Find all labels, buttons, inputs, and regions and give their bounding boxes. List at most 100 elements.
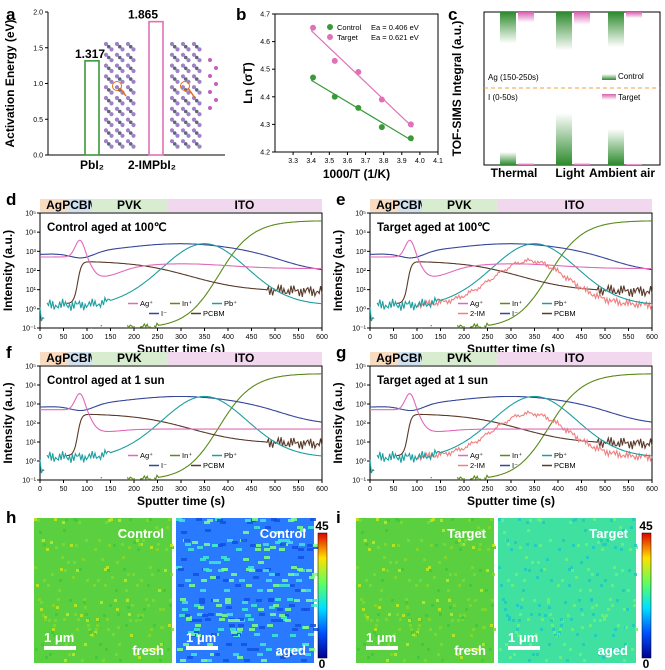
map-label: Target [447,526,486,541]
map-background [498,518,636,663]
map-pixel [132,573,135,576]
map-pixel [65,643,68,646]
map-pixel [207,519,213,522]
map-pixel [210,576,216,579]
map-pixel [258,561,264,564]
map-pixel [581,626,584,629]
map-pixel [486,569,489,572]
panel-label-g: g [336,343,346,362]
map-pixel [291,566,297,569]
map-pixel [237,656,243,659]
map-pixel [492,544,495,547]
map-pixel [202,614,208,617]
map-pixel [126,599,129,602]
x-tick-label: 500 [269,334,281,341]
map-pixel [395,518,398,521]
map-pixel [364,539,367,542]
map-pixel [55,546,58,549]
map-pixel [50,541,53,544]
map-pixel [117,613,120,616]
map-pixel [632,624,635,627]
series-line-in [90,220,322,329]
map-pixel [188,631,194,634]
map-pixel [493,628,496,631]
atom-i [197,47,202,52]
map-pixel [533,599,536,602]
map-pixel [200,558,206,561]
map-pixel [292,628,298,631]
map-pixel [610,519,613,522]
map-pixel [275,598,281,601]
map-pixel [464,539,467,542]
scale-bar-label: 1 μm [366,630,396,645]
atom-i [120,144,125,149]
map-pixel [571,628,574,631]
x-tick-label: 300 [175,334,187,341]
map-pixel [276,531,282,534]
atom-i [120,47,125,52]
map-pixel [396,613,399,616]
atom-i [109,47,114,52]
x-axis-label: Sputter time (s) [137,494,225,508]
data-point [378,96,385,103]
map-pixel [52,628,55,631]
map-pixel [471,566,474,569]
fit-line [310,30,414,128]
atom-i [186,144,191,149]
data-point [310,24,317,31]
map-pixel [502,598,505,601]
map-pixel [515,631,518,634]
atom-i [120,79,125,84]
map-pixel [236,631,242,634]
map-pixel [635,628,638,631]
map-pixel [507,579,510,582]
map-pixel [614,628,617,631]
map-pixel [490,624,493,627]
x-tick-label: 3.7 [361,158,371,165]
map-pixel [397,519,400,522]
atom-i [109,58,114,63]
y-tick-label: 10⁵ [355,364,366,371]
map-pixel [567,614,570,617]
map-pixel [373,573,376,576]
highlight-ring [180,81,190,91]
map-pixel [583,659,586,662]
y-tick-label: 4.3 [260,122,270,129]
map-pixel [633,599,636,602]
legend-label: Target [337,33,359,42]
map-pixel [461,616,464,619]
map-pixel [170,573,173,576]
map-pixel [470,648,473,651]
map-pixel [614,546,617,549]
atom-pb [117,66,122,71]
map-pixel [135,619,138,622]
legend-swatch [602,74,616,80]
atom-i [197,112,202,117]
map-pixel [262,529,268,532]
map-pixel [47,584,50,587]
map-pixel [281,616,287,619]
atom-i [131,144,136,149]
map-pixel [519,613,522,616]
map-pixel [62,543,65,546]
atom-pb [172,88,177,92]
molecule-atom [208,74,212,78]
map-pixel [450,613,453,616]
y-tick-label: 10⁰ [355,305,366,313]
map-pixel [70,544,73,547]
atom-i [175,79,180,84]
atom-i [114,74,120,79]
atom-pb [194,120,199,125]
panel-c: TOF-SIMS Integral (a.u.) Ag (150-250s) I (… [450,11,661,180]
map-pixel [189,633,195,636]
map-pixel [407,613,410,616]
map-pixel [622,529,625,532]
map-pixel [185,579,191,582]
map-pixel [109,604,112,607]
map-pixel [451,619,454,622]
map-pixel [623,608,626,611]
map-pixel [437,653,440,656]
map-pixel [269,573,275,576]
map-pixel [170,544,173,547]
x-tick-label: 4.1 [433,158,443,165]
